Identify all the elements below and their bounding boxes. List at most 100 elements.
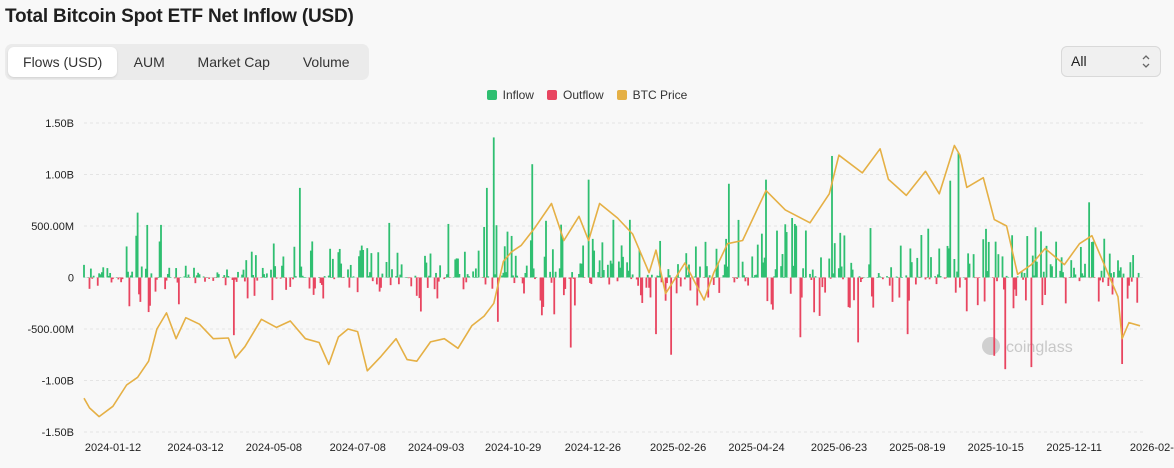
outflow-bar[interactable] bbox=[417, 277, 420, 279]
outflow-bar[interactable] bbox=[550, 277, 553, 283]
inflow-bar[interactable] bbox=[612, 219, 615, 278]
inflow-bar[interactable] bbox=[99, 274, 102, 278]
outflow-bar[interactable] bbox=[766, 277, 769, 302]
outflow-bar[interactable] bbox=[590, 277, 593, 285]
inflow-bar[interactable] bbox=[1031, 255, 1034, 278]
inflow-bar[interactable] bbox=[1060, 257, 1063, 278]
outflow-bar[interactable] bbox=[683, 277, 686, 280]
outflow-bar[interactable] bbox=[943, 277, 946, 279]
inflow-bar[interactable] bbox=[880, 277, 883, 278]
inflow-bar[interactable] bbox=[107, 275, 110, 278]
outflow-bar[interactable] bbox=[308, 277, 311, 289]
inflow-bar[interactable] bbox=[217, 274, 220, 278]
inflow-bar[interactable] bbox=[582, 245, 585, 278]
tab-aum[interactable]: AUM bbox=[133, 54, 165, 70]
outflow-bar[interactable] bbox=[1022, 277, 1025, 280]
outflow-bar[interactable] bbox=[573, 277, 576, 306]
inflow-bar[interactable] bbox=[802, 268, 805, 278]
inflow-bar[interactable] bbox=[1005, 275, 1008, 278]
outflow-bar[interactable] bbox=[1012, 277, 1015, 309]
inflow-bar[interactable] bbox=[1122, 273, 1125, 278]
inflow-bar[interactable] bbox=[395, 276, 398, 278]
inflow-bar[interactable] bbox=[901, 277, 904, 278]
outflow-bar[interactable] bbox=[484, 277, 487, 285]
inflow-bar[interactable] bbox=[795, 225, 798, 278]
inflow-bar[interactable] bbox=[89, 268, 92, 278]
inflow-bar[interactable] bbox=[890, 267, 893, 278]
outflow-bar[interactable] bbox=[289, 277, 292, 287]
outflow-bar[interactable] bbox=[600, 277, 602, 279]
outflow-bar[interactable] bbox=[491, 277, 494, 289]
inflow-bar[interactable] bbox=[831, 155, 833, 278]
inflow-bar[interactable] bbox=[193, 267, 195, 278]
inflow-bar[interactable] bbox=[997, 254, 1000, 278]
inflow-bar[interactable] bbox=[1033, 275, 1036, 278]
inflow-bar[interactable] bbox=[659, 240, 662, 278]
outflow-bar[interactable] bbox=[1030, 277, 1033, 368]
inflow-bar[interactable] bbox=[391, 269, 393, 278]
inflow-bar[interactable] bbox=[579, 263, 582, 278]
outflow-bar[interactable] bbox=[271, 277, 274, 301]
inflow-bar[interactable] bbox=[934, 276, 937, 278]
inflow-bar[interactable] bbox=[558, 268, 561, 278]
outflow-bar[interactable] bbox=[1015, 277, 1018, 296]
inflow-bar[interactable] bbox=[487, 276, 490, 278]
inflow-bar[interactable] bbox=[762, 262, 765, 278]
inflow-bar[interactable] bbox=[1119, 267, 1122, 278]
outflow-bar[interactable] bbox=[205, 277, 208, 279]
inflow-bar[interactable] bbox=[985, 228, 987, 278]
inflow-bar[interactable] bbox=[87, 277, 90, 278]
inflow-bar[interactable] bbox=[399, 274, 402, 278]
inflow-bar[interactable] bbox=[106, 268, 109, 278]
legend-outflow[interactable]: Outflow bbox=[546, 88, 604, 102]
inflow-bar[interactable] bbox=[263, 274, 266, 278]
inflow-bar[interactable] bbox=[452, 276, 455, 278]
inflow-bar[interactable] bbox=[516, 275, 519, 278]
outflow-bar[interactable] bbox=[718, 277, 721, 293]
inflow-bar[interactable] bbox=[294, 276, 297, 278]
outflow-bar[interactable] bbox=[208, 277, 211, 279]
outflow-bar[interactable] bbox=[799, 277, 802, 338]
inflow-bar[interactable] bbox=[927, 228, 930, 278]
inflow-bar[interactable] bbox=[792, 265, 795, 278]
outflow-bar[interactable] bbox=[733, 277, 736, 283]
inflow-bar[interactable] bbox=[668, 275, 671, 278]
outflow-bar[interactable] bbox=[562, 277, 565, 296]
inflow-bar[interactable] bbox=[237, 271, 239, 278]
inflow-bar[interactable] bbox=[726, 266, 729, 278]
inflow-bar[interactable] bbox=[1118, 270, 1121, 278]
outflow-bar[interactable] bbox=[320, 277, 323, 285]
outflow-bar[interactable] bbox=[1093, 277, 1096, 279]
inflow-bar[interactable] bbox=[241, 274, 244, 278]
outflow-bar[interactable] bbox=[212, 277, 215, 281]
inflow-bar[interactable] bbox=[274, 266, 277, 278]
inflow-bar[interactable] bbox=[309, 250, 312, 278]
inflow-bar[interactable] bbox=[741, 261, 744, 278]
inflow-bar[interactable] bbox=[837, 268, 840, 278]
inflow-bar[interactable] bbox=[304, 277, 307, 278]
inflow-bar[interactable] bbox=[869, 228, 872, 278]
inflow-bar[interactable] bbox=[587, 179, 590, 278]
outflow-bar[interactable] bbox=[1128, 277, 1130, 286]
inflow-bar[interactable] bbox=[972, 254, 975, 278]
outflow-bar[interactable] bbox=[253, 277, 256, 296]
outflow-bar[interactable] bbox=[945, 277, 948, 279]
inflow-bar[interactable] bbox=[455, 258, 458, 278]
inflow-bar[interactable] bbox=[946, 245, 949, 278]
inflow-bar[interactable] bbox=[994, 241, 997, 278]
inflow-bar[interactable] bbox=[737, 219, 740, 278]
outflow-bar[interactable] bbox=[433, 277, 436, 290]
inflow-bar[interactable] bbox=[429, 253, 432, 278]
outflow-bar[interactable] bbox=[1013, 277, 1016, 290]
outflow-bar[interactable] bbox=[589, 277, 591, 283]
outflow-bar[interactable] bbox=[1097, 277, 1100, 302]
inflow-bar[interactable] bbox=[593, 250, 596, 278]
inflow-bar[interactable] bbox=[657, 276, 660, 278]
inflow-bar[interactable] bbox=[580, 263, 583, 278]
inflow-bar[interactable] bbox=[347, 269, 349, 278]
inflow-bar[interactable] bbox=[1055, 241, 1058, 278]
inflow-bar[interactable] bbox=[169, 277, 172, 278]
outflow-bar[interactable] bbox=[991, 277, 994, 279]
inflow-bar[interactable] bbox=[458, 273, 461, 278]
outflow-bar[interactable] bbox=[333, 277, 336, 280]
